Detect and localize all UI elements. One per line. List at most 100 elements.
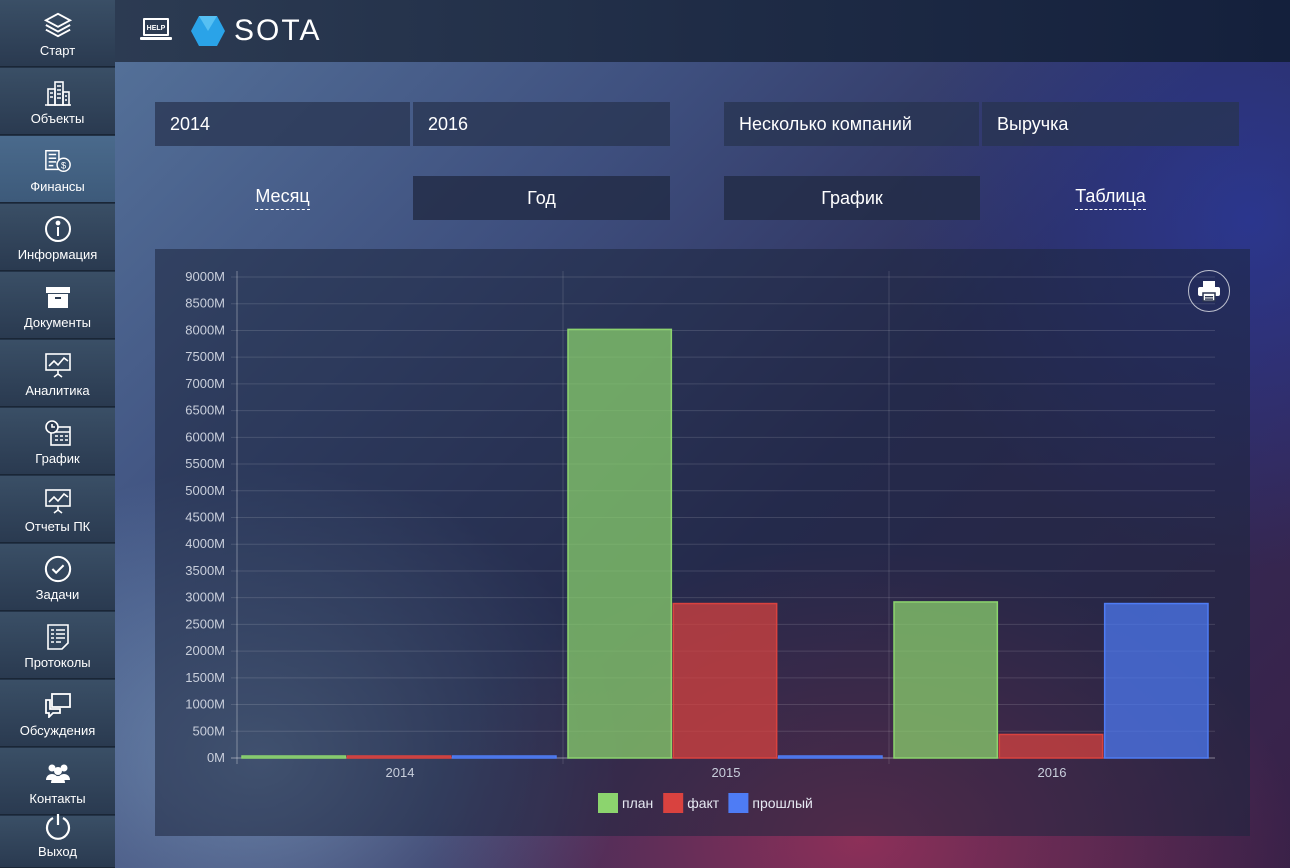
y-tick-label: 1500M xyxy=(185,670,225,685)
finance-icon: $ xyxy=(44,147,72,175)
sidebar-item-12[interactable]: Выход xyxy=(0,814,115,868)
tab-table-label: Таблица xyxy=(1075,186,1146,210)
top-header: HELP SOTA xyxy=(115,0,1290,62)
svg-text:$: $ xyxy=(60,160,66,170)
chat-icon xyxy=(44,691,72,719)
layers-icon xyxy=(43,11,72,39)
y-tick-label: 5500M xyxy=(185,456,225,471)
legend-swatch xyxy=(598,793,618,813)
companies-value: Несколько компаний xyxy=(739,113,912,134)
sidebar-item-label: Финансы xyxy=(30,179,85,194)
y-tick-label: 9000M xyxy=(185,269,225,284)
sidebar-item-label: Выход xyxy=(38,844,77,859)
companies-select[interactable]: Несколько компаний xyxy=(724,102,979,146)
contacts-icon xyxy=(44,759,72,787)
legend-label: прошлый xyxy=(752,795,812,811)
tab-chart-label: График xyxy=(821,187,883,208)
document-list-icon xyxy=(44,623,72,651)
x-tick-label: 2016 xyxy=(1038,765,1067,780)
sidebar-item-label: Обсуждения xyxy=(19,723,96,738)
sidebar-item-label: Аналитика xyxy=(25,383,90,398)
sidebar-item-11[interactable]: Контакты xyxy=(0,748,115,815)
sidebar-item-2[interactable]: $ Финансы xyxy=(0,136,115,203)
sidebar-item-label: График xyxy=(35,451,80,466)
sidebar-item-1[interactable]: Объекты xyxy=(0,68,115,135)
bar-прошлый-2015 xyxy=(777,755,883,759)
y-tick-label: 5000M xyxy=(185,483,225,498)
sidebar: Старт Объекты $ Финансы Информация Документы А… xyxy=(0,0,115,868)
sidebar-item-5[interactable]: Аналитика xyxy=(0,340,115,407)
legend-swatch xyxy=(663,793,684,813)
y-tick-label: 3000M xyxy=(185,590,225,605)
y-tick-label: 2500M xyxy=(185,616,225,631)
tab-chart[interactable]: График xyxy=(724,176,980,220)
year-to-value: 2016 xyxy=(428,113,469,134)
power-icon xyxy=(44,812,72,840)
bar-факт-2014 xyxy=(346,755,452,759)
brand-logo: SOTA xyxy=(190,14,321,48)
bar-факт-2015 xyxy=(672,602,778,759)
chart-panel: 0M 500M 1000M 1500M 2000M 2500M 3000M 3500M 4000… xyxy=(155,249,1250,836)
sidebar-item-label: Протоколы xyxy=(24,655,91,670)
legend-label: план xyxy=(622,795,653,811)
sidebar-item-9[interactable]: Протоколы xyxy=(0,612,115,679)
metric-select[interactable]: Выручка xyxy=(982,102,1239,146)
sidebar-item-4[interactable]: Документы xyxy=(0,272,115,339)
help-icon[interactable]: HELP xyxy=(140,14,172,46)
buildings-icon xyxy=(44,79,72,107)
tab-month[interactable]: Месяц xyxy=(155,176,410,220)
y-tick-label: 8000M xyxy=(185,322,225,337)
info-icon xyxy=(44,215,72,243)
sidebar-item-0[interactable]: Старт xyxy=(0,0,115,67)
legend-swatch xyxy=(728,793,749,813)
print-button[interactable] xyxy=(1188,270,1230,312)
sidebar-item-6[interactable]: График xyxy=(0,408,115,475)
x-tick-label: 2015 xyxy=(712,765,741,780)
y-tick-label: 7000M xyxy=(185,376,225,391)
y-tick-label: 8500M xyxy=(185,296,225,311)
sidebar-item-3[interactable]: Информация xyxy=(0,204,115,271)
printer-icon xyxy=(1198,281,1220,302)
year-from-value: 2014 xyxy=(170,113,211,134)
presentation-chart-icon xyxy=(44,351,72,379)
sidebar-item-label: Задачи xyxy=(35,587,80,602)
y-tick-label: 7500M xyxy=(185,349,225,364)
sidebar-item-label: Контакты xyxy=(29,791,86,806)
tab-year[interactable]: Год xyxy=(413,176,670,220)
sidebar-item-7[interactable]: Отчеты ПК xyxy=(0,476,115,543)
sidebar-item-label: Документы xyxy=(23,315,91,330)
year-to-select[interactable]: 2016 xyxy=(413,102,670,146)
sidebar-item-label: Объекты xyxy=(30,111,85,126)
y-tick-label: 1000M xyxy=(185,697,225,712)
brand-name: SOTA xyxy=(234,14,322,47)
bar-прошлый-2016 xyxy=(1103,602,1209,759)
y-tick-label: 4500M xyxy=(185,510,225,525)
report-chart-icon xyxy=(44,487,72,515)
check-circle-icon xyxy=(44,555,72,583)
tab-year-label: Год xyxy=(527,187,556,208)
y-tick-label: 6000M xyxy=(185,429,225,444)
calendar-clock-icon xyxy=(44,419,72,447)
legend-label: факт xyxy=(687,795,720,811)
y-tick-label: 4000M xyxy=(185,536,225,551)
sidebar-item-8[interactable]: Задачи xyxy=(0,544,115,611)
help-label: HELP xyxy=(147,25,166,32)
bar-план-2015 xyxy=(567,328,673,759)
sidebar-item-label: Информация xyxy=(17,247,98,262)
tab-table[interactable]: Таблица xyxy=(982,176,1239,220)
archive-box-icon xyxy=(44,283,72,311)
sidebar-item-label: Отчеты ПК xyxy=(24,519,91,534)
x-tick-label: 2014 xyxy=(386,765,415,780)
tab-month-label: Месяц xyxy=(255,186,310,210)
y-tick-label: 500M xyxy=(192,723,225,738)
bar-факт-2016 xyxy=(998,733,1104,759)
hexagon-logo-icon xyxy=(191,16,225,46)
bar-план-2016 xyxy=(893,601,999,759)
year-from-select[interactable]: 2014 xyxy=(155,102,410,146)
revenue-bar-chart: 0M 500M 1000M 1500M 2000M 2500M 3000M 3500M 4000… xyxy=(185,269,1215,813)
y-tick-label: 6500M xyxy=(185,403,225,418)
y-tick-label: 0M xyxy=(207,750,225,765)
bar-план-2014 xyxy=(241,755,347,759)
sidebar-item-10[interactable]: Обсуждения xyxy=(0,680,115,747)
sidebar-item-label: Старт xyxy=(39,43,76,58)
